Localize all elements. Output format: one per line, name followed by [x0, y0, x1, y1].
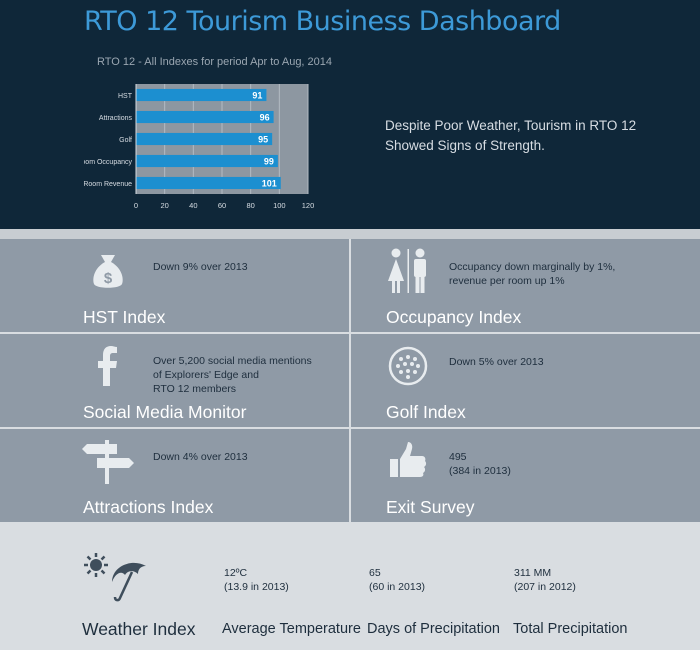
signpost-icon — [79, 437, 137, 485]
x-tick-label: 100 — [273, 201, 286, 210]
y-tick-label: Room Occupancy — [84, 159, 132, 166]
description-line: Down 5% over 2013 — [449, 356, 544, 368]
days-of-precipitation-label: Days of Precipitation — [367, 621, 500, 637]
description-line: 495 — [449, 451, 467, 463]
x-tick-label: 80 — [246, 201, 254, 210]
description-line: RTO 12 members — [153, 383, 237, 395]
stat-value: 65 — [369, 567, 381, 579]
y-tick-label: Room Revenue — [84, 181, 132, 188]
y-tick-label: HST — [118, 93, 133, 100]
description-line: revenue per room up 1% — [449, 275, 565, 287]
chart-title: RTO 12 - All Indexes for period Apr to A… — [97, 56, 333, 68]
social-media-monitor-name: Social Media Monitor — [83, 402, 247, 422]
y-tick-label: Attractions — [99, 115, 133, 122]
thumbs-up-icon — [379, 437, 437, 485]
headline: Despite Poor Weather, Tourism in RTO 12 … — [385, 116, 645, 156]
x-tick-label: 40 — [189, 201, 197, 210]
description-line: Over 5,200 social media mentions — [153, 355, 312, 367]
chart-bar — [136, 88, 267, 102]
description-line: Occupancy down marginally by 1%, — [449, 261, 616, 273]
header-panel: RTO 12 Tourism Business Dashboard RTO 12… — [0, 0, 700, 229]
hst-index-tile: $ Down 9% over 2013 HST Index — [0, 239, 349, 332]
hst-index-description: Down 9% over 2013 — [153, 260, 353, 274]
facebook-icon — [79, 342, 137, 390]
headline-line-2: Showed Signs of Strength. — [385, 138, 545, 153]
golf-index-description: Down 5% over 2013 — [449, 355, 649, 369]
divider — [0, 229, 700, 239]
description-line: of Explorers' Edge and — [153, 369, 259, 381]
golf-index-name: Golf Index — [386, 402, 466, 422]
restroom-people-icon — [379, 247, 437, 295]
occupancy-index-tile: Occupancy down marginally by 1%, revenue… — [351, 239, 700, 332]
x-tick-label: 0 — [134, 201, 138, 210]
days-of-precipitation-stat: 65 (60 in 2013) — [369, 566, 425, 594]
x-tick-label: 60 — [218, 201, 226, 210]
occupancy-index-description: Occupancy down marginally by 1%, revenue… — [449, 260, 649, 288]
social-media-monitor-description: Over 5,200 social media mentions of Expl… — [153, 354, 353, 396]
attractions-index-tile: Down 4% over 2013 Attractions Index — [0, 429, 349, 522]
headline-line-1: Despite Poor Weather, Tourism in RTO 12 — [385, 118, 637, 133]
page-title: RTO 12 Tourism Business Dashboard — [84, 6, 561, 37]
average-temperature-stat: 12ºC (13.9 in 2013) — [224, 566, 289, 594]
stat-value: 12ºC — [224, 567, 248, 579]
bar-value-label: 96 — [260, 113, 270, 123]
social-media-monitor-tile: Over 5,200 social media mentions of Expl… — [0, 334, 349, 427]
y-tick-label: Golf — [119, 137, 132, 144]
description-line: Down 4% over 2013 — [153, 451, 248, 463]
chart-bar — [136, 132, 273, 146]
total-precipitation-stat: 311 MM (207 in 2012) — [514, 566, 576, 594]
bar-value-label: 95 — [258, 135, 268, 145]
description-line: Down 9% over 2013 — [153, 261, 248, 273]
money-bag-icon: $ — [79, 247, 137, 295]
stat-previous: (13.9 in 2013) — [224, 581, 289, 593]
attractions-index-name: Attractions Index — [83, 497, 214, 517]
bar-value-label: 99 — [264, 157, 274, 167]
chart-bar — [136, 154, 278, 168]
exit-survey-description: 495 (384 in 2013) — [449, 450, 649, 478]
weather-panel: Weather Index 12ºC (13.9 in 2013) Averag… — [0, 522, 700, 650]
weather-index-title: Weather Index — [82, 619, 196, 639]
index-bar-chart: 0 20 40 60 80 100 120 HST 91 Attractions 96 Golf 95 R… — [84, 84, 315, 210]
index-grid: $ Down 9% over 2013 HST Index Occupancy … — [0, 239, 700, 522]
chart-bar — [136, 110, 274, 124]
description-line: (384 in 2013) — [449, 465, 511, 477]
golf-ball-icon — [379, 342, 437, 390]
svg-text:$: $ — [104, 270, 113, 287]
hst-index-name: HST Index — [83, 307, 166, 327]
attractions-index-description: Down 4% over 2013 — [153, 450, 353, 464]
stat-value: 311 MM — [514, 567, 552, 579]
sun-umbrella-icon — [82, 550, 154, 611]
exit-survey-tile: 495 (384 in 2013) Exit Survey — [351, 429, 700, 522]
total-precipitation-label: Total Precipitation — [513, 621, 628, 637]
golf-index-tile: Down 5% over 2013 Golf Index — [351, 334, 700, 427]
bar-value-label: 91 — [252, 91, 262, 101]
exit-survey-name: Exit Survey — [386, 497, 475, 517]
average-temperature-label: Average Temperature — [222, 621, 361, 637]
stat-previous: (207 in 2012) — [514, 581, 576, 593]
bar-value-label: 101 — [262, 179, 277, 189]
chart-bar — [136, 176, 281, 190]
x-tick-label: 120 — [302, 201, 315, 210]
occupancy-index-name: Occupancy Index — [386, 307, 522, 327]
x-tick-label: 20 — [160, 201, 168, 210]
stat-previous: (60 in 2013) — [369, 581, 426, 593]
